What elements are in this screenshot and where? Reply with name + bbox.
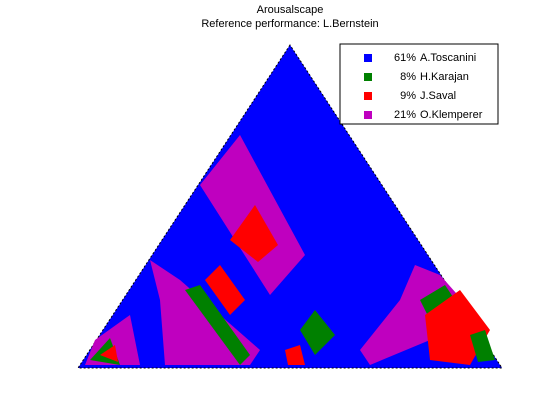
legend-label: J.Saval — [420, 90, 456, 102]
chart-subtitle: Reference performance: L.Bernstein — [201, 18, 378, 30]
legend-swatch — [364, 111, 372, 119]
legend-value: 21% — [394, 109, 416, 121]
legend-label: A.Toscanini — [420, 52, 476, 64]
legend-value: 8% — [400, 71, 416, 83]
legend: 61% A.Toscanini 8% H.Karajan 9% J.Saval 21% O.K… — [339, 43, 499, 125]
legend-swatch — [364, 92, 372, 100]
legend-value: 9% — [400, 90, 416, 102]
chart-title: Arousalscape — [257, 4, 324, 16]
legend-box — [339, 43, 499, 125]
legend-label: H.Karajan — [420, 71, 469, 83]
legend-swatch — [364, 73, 372, 81]
scape-triangle — [77, 44, 503, 369]
legend-label: O.Klemperer — [420, 109, 483, 121]
legend-swatch — [364, 54, 372, 62]
legend-value: 61% — [394, 52, 416, 64]
